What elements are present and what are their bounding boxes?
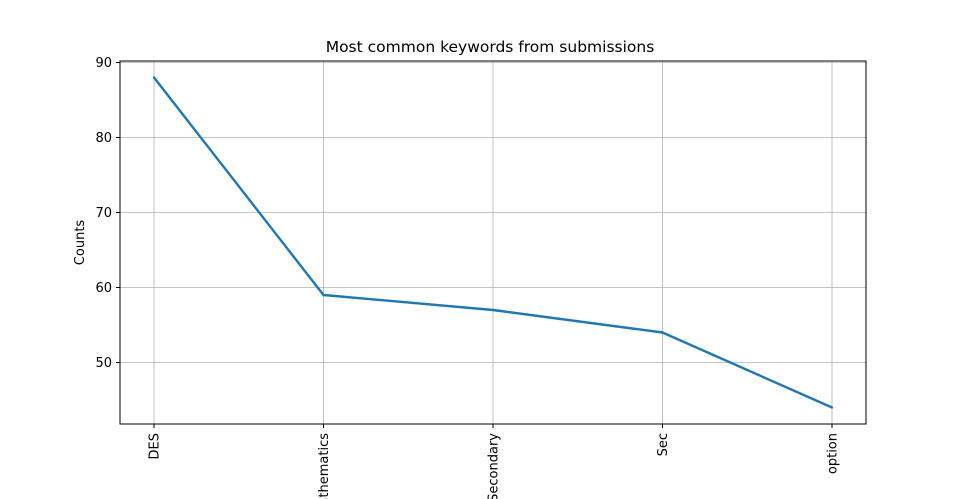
data-point xyxy=(830,406,834,409)
data-point xyxy=(322,293,325,297)
x-axis: DES Mathematics Secondary Sec option xyxy=(148,424,841,499)
y-axis-title: Counts xyxy=(73,220,88,266)
data-point xyxy=(152,76,156,79)
x-tick-label: Sec xyxy=(656,433,671,456)
y-axis: 50 60 70 80 90 xyxy=(95,56,120,371)
x-tick-label: Mathematics xyxy=(317,433,332,499)
y-tick-label: 50 xyxy=(95,356,112,371)
x-tick-label: Secondary xyxy=(487,433,502,499)
y-tick-label: 80 xyxy=(95,131,112,146)
y-tick-label: 60 xyxy=(95,281,112,296)
data-point xyxy=(661,331,664,334)
grid-lines xyxy=(120,61,866,424)
y-tick-label: 70 xyxy=(95,206,112,221)
x-tick-label: option xyxy=(826,433,841,474)
x-tick-label: DES xyxy=(148,433,163,459)
series-layer xyxy=(152,76,834,409)
chart-title: Most common keywords from submissions xyxy=(326,38,655,56)
data-point xyxy=(491,308,495,312)
y-tick-label: 90 xyxy=(95,56,112,71)
